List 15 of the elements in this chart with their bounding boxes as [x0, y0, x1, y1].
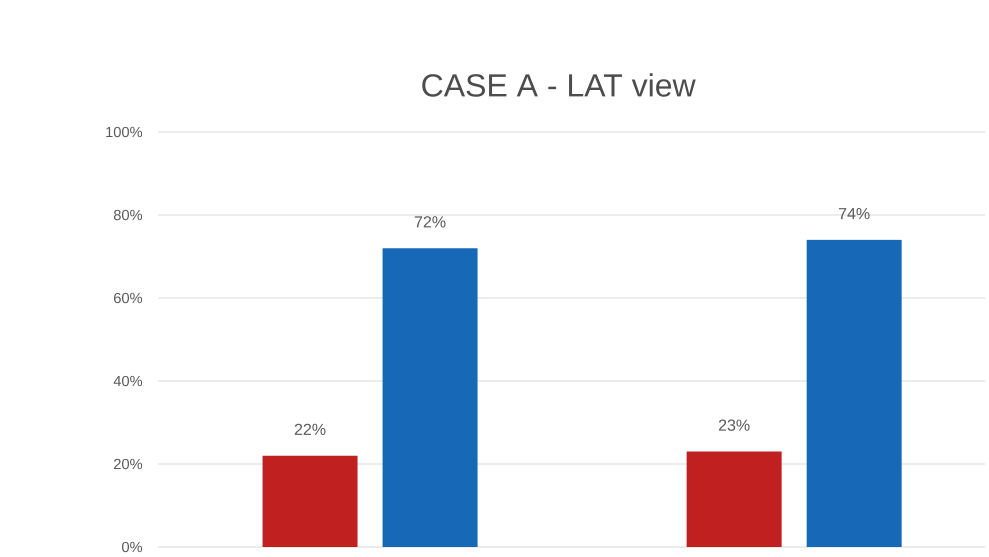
chart-title: CASE A - LAT view	[422, 73, 696, 97]
data-label: 74%	[838, 208, 870, 220]
bar	[382, 248, 478, 548]
bar	[806, 240, 902, 548]
y-tick-label: 60%	[114, 293, 142, 304]
y-tick-label: 40%	[114, 376, 142, 386]
data-label: 22%	[294, 424, 326, 436]
data-label: 23%	[718, 420, 750, 432]
bar	[686, 452, 782, 548]
y-tick-label: 20%	[114, 459, 142, 470]
y-tick-label: 80%	[114, 210, 142, 220]
y-tick-label: 0%	[122, 542, 142, 552]
bar	[262, 456, 358, 548]
y-tick-label: 100%	[106, 127, 142, 138]
data-label: 72%	[414, 216, 446, 228]
